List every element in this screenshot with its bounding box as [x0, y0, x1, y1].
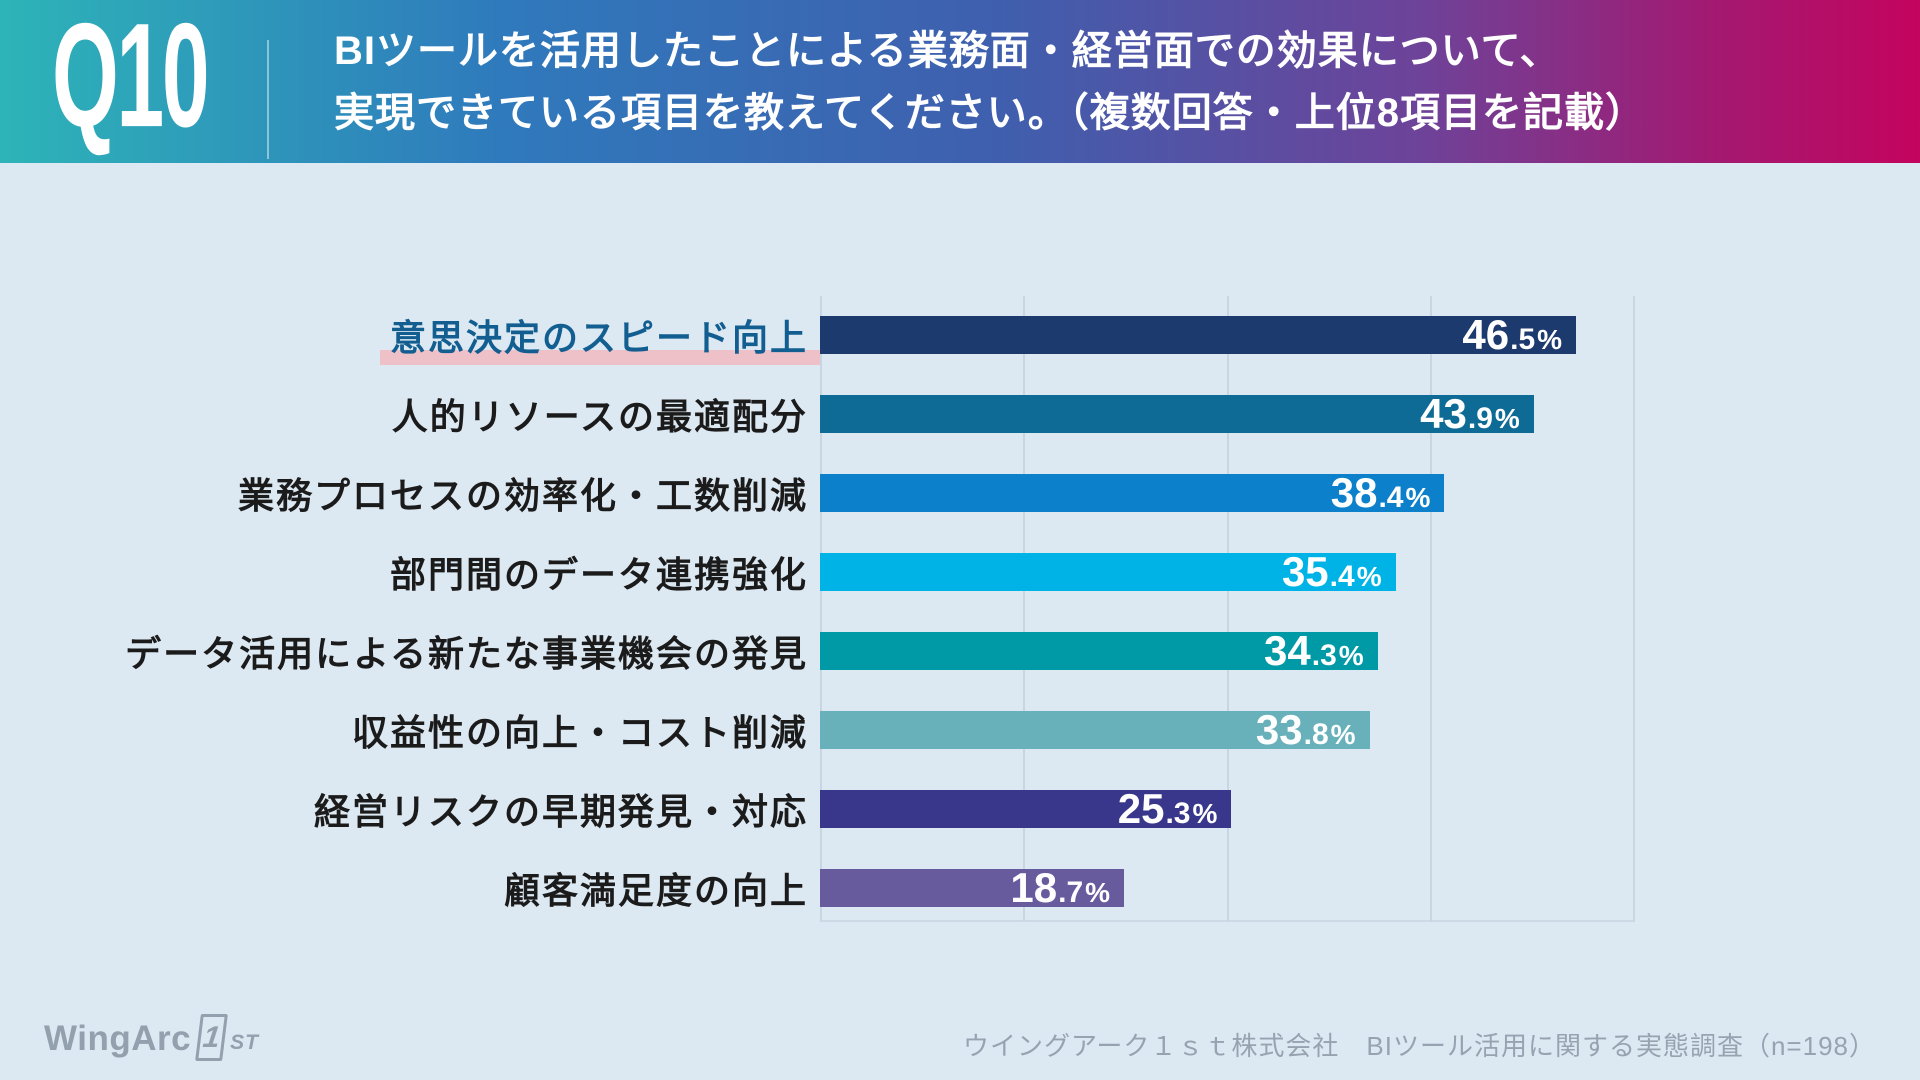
- value-label: 25.3%: [1117, 785, 1218, 833]
- bar: 18.7%: [820, 864, 1125, 911]
- value-label: 35.4%: [1281, 547, 1382, 595]
- bar-row: 意思決定のスピード向上 46.5%: [0, 295, 1920, 374]
- value-label: 46.5%: [1462, 310, 1563, 358]
- value-label: 38.4%: [1330, 468, 1431, 516]
- bar-chart: 意思決定のスピード向上 46.5% 人的リソースの最適配分 43.9% 業務プロ…: [0, 295, 1920, 935]
- category-label: 部門間のデータ連携強化: [389, 553, 808, 595]
- question-title: BIツールを活用したことによる業務面・経営面での効果について、 実現できている項…: [334, 20, 1646, 144]
- gridline: [1023, 296, 1026, 922]
- bar: 46.5%: [820, 311, 1577, 358]
- value-label: 33.8%: [1255, 706, 1356, 754]
- logo-wingarc-text: WingArc: [44, 1019, 192, 1058]
- bar: 43.9%: [820, 390, 1534, 437]
- header-band: Q10 BIツールを活用したことによる業務面・経営面での効果について、 実現でき…: [0, 0, 1920, 163]
- bar-row: 収益性の向上・コスト削減 33.8%: [0, 690, 1920, 769]
- bar-row: 顧客満足度の向上 18.7%: [0, 849, 1920, 928]
- question-title-line1: BIツールを活用したことによる業務面・経営面での効果について、: [334, 28, 1561, 73]
- category-label: 意思決定のスピード向上: [0, 309, 821, 365]
- gridline: [1429, 296, 1432, 922]
- bar: 34.3%: [820, 627, 1378, 674]
- category-label: 業務プロセスの効率化・工数削減: [237, 474, 808, 516]
- category-label: 経営リスクの早期発見・対応: [313, 791, 808, 833]
- question-number: Q10: [52, 0, 210, 158]
- question-title-line2: 実現できている項目を教えてください。（複数回答・上位8項目を記載）: [334, 90, 1647, 135]
- bar-row: 業務プロセスの効率化・工数削減 38.4%: [0, 453, 1920, 532]
- gridline: [1633, 296, 1635, 922]
- value-label: 34.3%: [1264, 626, 1364, 674]
- bar: 25.3%: [820, 785, 1232, 832]
- bar-row: 人的リソースの最適配分 43.9%: [0, 374, 1920, 453]
- category-label: 人的リソースの最適配分: [391, 395, 808, 437]
- value-label: 18.7%: [1010, 864, 1111, 912]
- logo-st-text: ST: [230, 1031, 259, 1054]
- header-divider: [267, 40, 269, 159]
- bar-row: データ活用による新たな事業機会の発見 34.3%: [0, 611, 1920, 690]
- bar-row: 部門間のデータ連携強化 35.4%: [0, 532, 1920, 611]
- bar: 33.8%: [820, 706, 1370, 753]
- value-label: 43.9%: [1420, 389, 1520, 437]
- bar: 38.4%: [820, 469, 1445, 516]
- source-note: ウイングアーク１ｓｔ株式会社 BIツール活用に関する実態調査（n=198）: [962, 1031, 1876, 1061]
- wingarc-logo: WingArc 1 ST: [44, 1013, 259, 1062]
- category-label: 顧客満足度の向上: [503, 870, 808, 912]
- category-label: データ活用による新たな事業機会の発見: [125, 632, 808, 674]
- bar: 35.4%: [820, 548, 1396, 595]
- logo-one-icon: 1: [195, 1013, 228, 1061]
- chart-grid: [0, 295, 1920, 935]
- gridline: [1226, 296, 1229, 922]
- bar-row: 経営リスクの早期発見・対応 25.3%: [0, 770, 1920, 849]
- category-label: 収益性の向上・コスト削減: [351, 712, 808, 754]
- gridline: [820, 296, 822, 922]
